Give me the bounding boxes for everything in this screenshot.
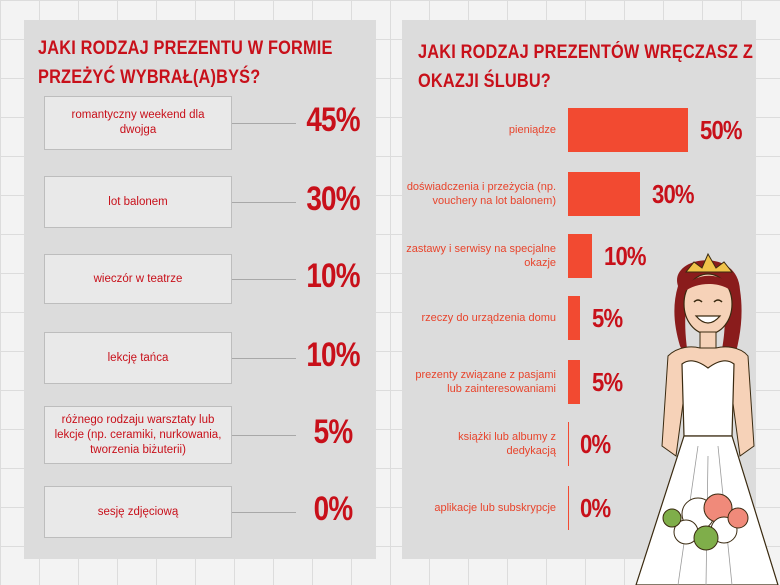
left-connector-line	[232, 202, 296, 203]
left-connector-line	[232, 279, 296, 280]
left-percent-label: 45%	[306, 101, 360, 139]
right-bar	[568, 296, 580, 340]
left-connector-line	[232, 123, 296, 124]
eye-left-icon	[693, 299, 703, 303]
dress-bodice	[681, 360, 735, 437]
right-category-label: książki lub albumy z dedykacją	[458, 431, 556, 457]
tiara-icon	[684, 252, 734, 273]
bouquet-icon	[662, 493, 749, 551]
right-percent-label: 50%	[700, 114, 743, 145]
right-bar-zero	[568, 486, 569, 530]
eye-right-icon	[713, 299, 723, 303]
right-percent-label: 0%	[580, 428, 611, 459]
left-option-box: lot balonem	[44, 176, 232, 228]
right-percent-label: 5%	[592, 302, 623, 333]
left-option-box: romantyczny weekend dla dwojga	[44, 96, 232, 150]
left-option-box: sesję zdjęciową	[44, 486, 232, 538]
hair-fringe	[684, 275, 734, 294]
left-option-box: lekcję tańca	[44, 332, 232, 384]
right-bar	[568, 234, 592, 278]
left-connector-line	[232, 512, 296, 513]
left-option-box: wieczór w teatrze	[44, 254, 232, 304]
left-connector-line	[232, 358, 296, 359]
left-option-box: różnego rodzaju warsztaty lub lekcje (np…	[44, 406, 232, 464]
left-connector-line	[232, 435, 296, 436]
left-panel: JAKI RODZAJ PREZENTU W FORMIE PRZEŻYĆ WY…	[24, 20, 376, 559]
right-category-label: prezenty związane z pasjami lub zaintere…	[415, 369, 556, 395]
bride-illustration	[635, 252, 779, 585]
right-category-label: doświadczenia i przeżycia (np. vouchery …	[406, 181, 556, 207]
right-bar	[568, 108, 688, 152]
left-percent-label: 10%	[306, 336, 360, 374]
left-panel-title: JAKI RODZAJ PREZENTU W FORMIE PRZEŻYĆ WY…	[38, 38, 333, 88]
right-category-label: aplikacje lub subskrypcje	[434, 502, 556, 514]
right-category-label: zastawy i serwisy na specjalne okazje	[406, 243, 556, 269]
right-bar	[568, 360, 580, 404]
left-percent-label: 10%	[306, 257, 360, 295]
right-bar	[568, 172, 640, 216]
right-category-label: pieniądze	[508, 124, 556, 136]
right-percent-label: 30%	[652, 178, 695, 209]
right-percent-label: 0%	[580, 492, 611, 523]
smile-icon	[694, 315, 722, 324]
left-percent-label: 5%	[313, 413, 353, 451]
left-percent-label: 0%	[313, 490, 353, 528]
right-bar-zero	[568, 422, 569, 466]
neck-shape	[699, 331, 717, 349]
right-panel-title: JAKI RODZAJ PREZENTÓW WRĘCZASZ Z OKAZJI …	[418, 42, 754, 92]
right-category-label: rzeczy do urządzenia domu	[421, 312, 556, 324]
left-percent-label: 30%	[306, 180, 360, 218]
right-percent-label: 10%	[604, 240, 647, 271]
right-percent-label: 5%	[592, 366, 623, 397]
